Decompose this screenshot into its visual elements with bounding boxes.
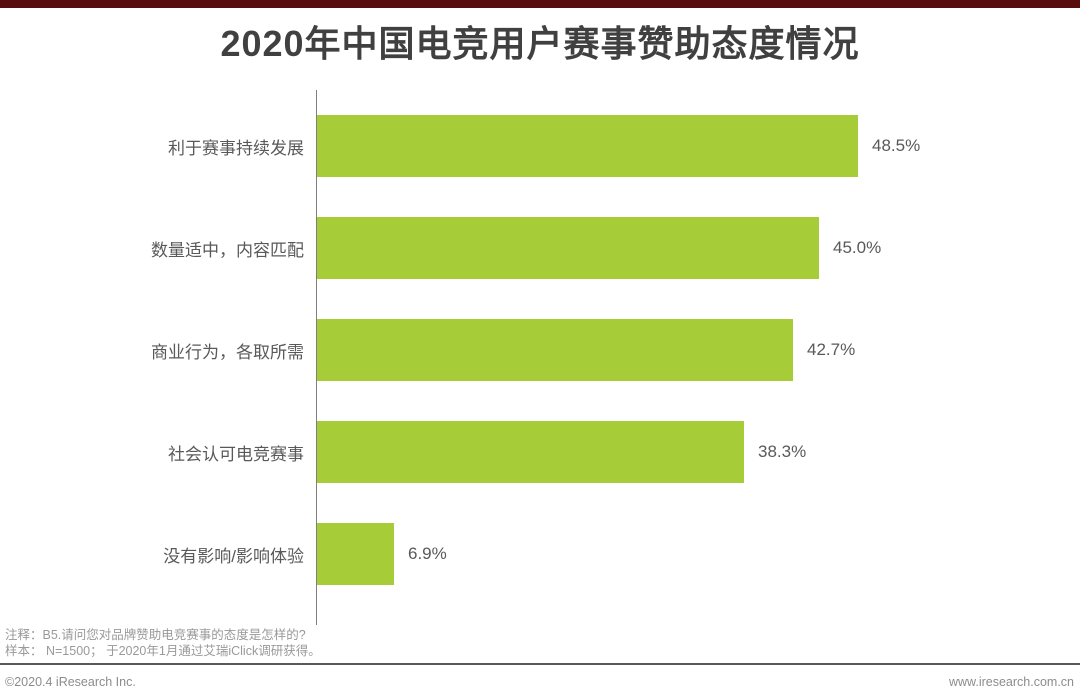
category-label: 数量适中，内容匹配 <box>151 240 304 260</box>
chart-row: 社会认可电竞赛事 38.3% <box>0 421 1080 483</box>
chart-row: 商业行为，各取所需 42.7% <box>0 319 1080 381</box>
website-link[interactable]: www.iresearch.com.cn <box>948 675 1074 689</box>
chart-row: 利于赛事持续发展 48.5% <box>0 115 1080 177</box>
value-label: 6.9% <box>408 544 447 563</box>
footer: ©2020.4 iResearch Inc. www.iresearch.com… <box>0 675 1080 689</box>
footnotes: 注释：B5.请问您对品牌赞助电竞赛事的态度是怎样的? 样本： N=1500； 于… <box>5 627 1080 659</box>
footer-divider <box>0 663 1080 665</box>
copyright-text: ©2020.4 iResearch Inc. <box>5 675 136 689</box>
note-sample: 样本： N=1500； 于2020年1月通过艾瑞iClick调研获得。 <box>5 644 321 658</box>
value-label: 42.7% <box>807 340 856 359</box>
value-label: 38.3% <box>758 442 807 461</box>
bar-rows: 利于赛事持续发展 48.5% 数量适中，内容匹配 45.0% 商业行为，各取所需 42.7… <box>0 115 1080 585</box>
bar <box>317 319 793 381</box>
chart-row: 没有影响/影响体验 6.9% <box>0 523 1080 585</box>
chart-row: 数量适中，内容匹配 45.0% <box>0 217 1080 279</box>
category-label: 社会认可电竞赛事 <box>168 444 304 464</box>
bar <box>317 115 858 177</box>
note-question: 注释：B5.请问您对品牌赞助电竞赛事的态度是怎样的? <box>5 628 306 642</box>
bar <box>317 523 394 585</box>
category-label: 商业行为，各取所需 <box>151 342 304 362</box>
category-label: 利于赛事持续发展 <box>168 138 304 158</box>
value-label: 45.0% <box>833 238 882 257</box>
bar <box>317 421 744 483</box>
category-label: 没有影响/影响体验 <box>163 546 304 566</box>
chart-title: 2020年中国电竞用户赛事赞助态度情况 <box>220 23 860 64</box>
bar-chart: 利于赛事持续发展 48.5% 数量适中，内容匹配 45.0% 商业行为，各取所需 42.7… <box>0 90 1080 625</box>
bar <box>317 217 819 279</box>
top-accent-bar <box>0 0 1080 8</box>
y-axis-line <box>316 90 317 625</box>
value-label: 48.5% <box>872 136 921 155</box>
